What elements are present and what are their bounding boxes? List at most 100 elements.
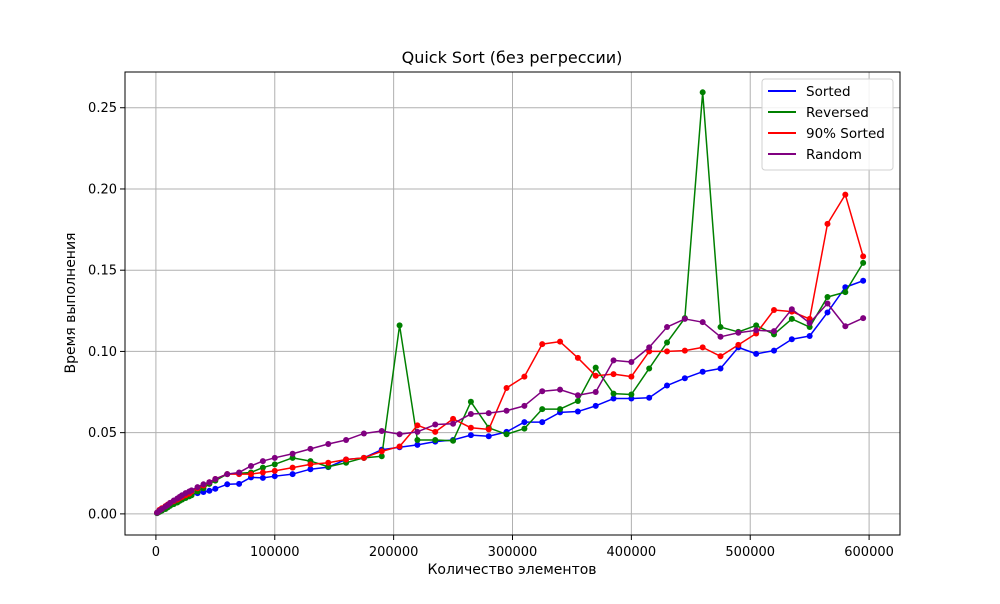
data-point-sorted <box>860 277 867 284</box>
data-point-reversed <box>396 322 403 329</box>
data-point-90-sorted <box>450 415 457 422</box>
legend-item-90-sorted: 90% Sorted <box>768 126 885 142</box>
data-point-random <box>212 475 219 482</box>
data-point-90-sorted <box>557 338 564 345</box>
data-point-random <box>343 436 350 443</box>
data-point-random <box>646 344 653 351</box>
data-point-sorted <box>467 432 474 439</box>
data-point-random <box>200 481 207 488</box>
x-tick-label: 400000 <box>607 545 657 560</box>
data-point-random <box>307 445 314 452</box>
data-point-90-sorted <box>824 220 831 227</box>
series-layer <box>154 89 867 517</box>
data-point-sorted <box>664 382 671 389</box>
data-point-sorted <box>521 419 528 426</box>
chart-title: Quick Sort (без регрессии) <box>402 48 623 67</box>
data-point-reversed <box>860 259 867 266</box>
data-point-90-sorted <box>378 448 385 455</box>
data-point-reversed <box>521 425 528 432</box>
legend-label: 90% Sorted <box>806 126 885 142</box>
data-point-sorted <box>212 485 219 492</box>
data-point-random <box>824 300 831 307</box>
data-point-reversed <box>699 89 706 96</box>
data-point-sorted <box>289 471 296 478</box>
legend-item-reversed: Reversed <box>768 105 869 121</box>
data-point-sorted <box>717 365 724 372</box>
data-point-random <box>378 428 385 435</box>
data-point-90-sorted <box>592 372 599 379</box>
data-point-90-sorted <box>681 347 688 354</box>
y-tick-label: 0.20 <box>88 182 117 197</box>
x-tick-label: 200000 <box>369 545 419 560</box>
x-tick-label: 0 <box>152 545 160 560</box>
data-point-random <box>788 306 795 313</box>
data-point-random <box>485 410 492 417</box>
data-point-90-sorted <box>574 354 581 361</box>
data-point-reversed <box>450 437 457 444</box>
data-point-random <box>248 462 254 469</box>
data-point-90-sorted <box>485 426 492 433</box>
data-point-sorted <box>206 487 213 494</box>
data-point-sorted <box>539 419 546 426</box>
data-point-90-sorted <box>610 371 617 378</box>
data-point-sorted <box>485 433 492 440</box>
data-point-90-sorted <box>248 471 254 478</box>
data-point-reversed <box>378 453 385 460</box>
data-point-random <box>521 402 528 409</box>
data-point-random <box>414 428 421 435</box>
data-point-reversed <box>539 406 546 413</box>
data-point-random <box>450 420 457 427</box>
data-point-reversed <box>557 406 564 413</box>
data-point-reversed <box>592 364 599 371</box>
data-point-random <box>557 386 564 393</box>
data-point-90-sorted <box>360 454 367 461</box>
data-point-90-sorted <box>414 422 421 429</box>
data-point-reversed <box>503 431 510 438</box>
data-point-random <box>503 407 510 414</box>
data-point-sorted <box>753 350 760 357</box>
x-axis-title: Количество элементов <box>427 562 596 578</box>
legend: Sorted Reversed 90% Sorted Random <box>761 78 894 171</box>
data-point-random <box>699 319 706 326</box>
data-point-random <box>236 469 243 476</box>
y-tick-label: 0.15 <box>88 264 117 279</box>
data-point-reversed <box>574 397 581 404</box>
data-point-random <box>194 484 201 491</box>
data-point-random <box>206 479 213 486</box>
legend-box <box>761 78 894 171</box>
y-tick-label: 0.10 <box>88 345 117 360</box>
data-point-random <box>681 315 688 322</box>
data-point-90-sorted <box>289 464 296 471</box>
data-point-reversed <box>788 315 795 322</box>
data-point-sorted <box>414 441 421 448</box>
data-point-sorted <box>574 408 581 415</box>
data-point-sorted <box>592 402 599 409</box>
data-point-random <box>259 458 266 465</box>
x-axis-ticks: 0 100000 200000 300000 400000 500000 600000 <box>152 535 894 560</box>
x-tick-label: 100000 <box>250 545 300 560</box>
data-point-sorted <box>788 336 795 343</box>
data-point-90-sorted <box>664 348 671 355</box>
data-point-sorted <box>224 481 231 488</box>
data-point-90-sorted <box>735 341 742 348</box>
data-point-sorted <box>307 466 314 473</box>
data-point-reversed <box>414 436 421 443</box>
legend-item-sorted: Sorted <box>768 84 851 100</box>
data-point-random <box>574 392 581 399</box>
data-point-random <box>735 329 742 336</box>
data-point-reversed <box>664 339 671 346</box>
data-point-90-sorted <box>307 461 314 468</box>
legend-item-random: Random <box>768 147 862 163</box>
data-point-90-sorted <box>259 469 266 476</box>
y-tick-label: 0.05 <box>88 426 117 441</box>
data-point-90-sorted <box>432 428 439 435</box>
data-point-sorted <box>699 368 706 375</box>
x-tick-label: 300000 <box>488 545 538 560</box>
data-point-random <box>860 315 867 322</box>
y-tick-label: 0.25 <box>88 101 117 116</box>
data-point-sorted <box>646 394 653 401</box>
data-point-random <box>842 323 849 330</box>
data-point-90-sorted <box>467 424 474 431</box>
data-point-reversed <box>717 324 724 331</box>
